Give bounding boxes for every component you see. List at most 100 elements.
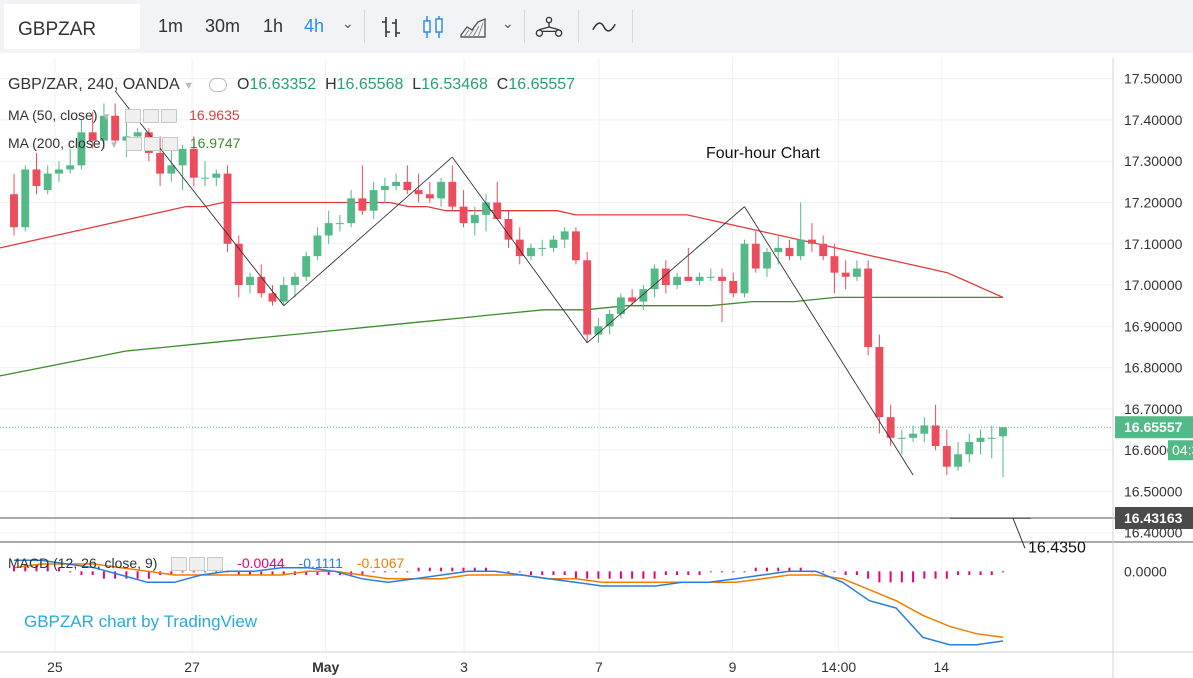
candle-body (639, 289, 648, 302)
candle-body (920, 425, 929, 434)
candle-body (459, 206, 468, 224)
macd-close-icon[interactable] (207, 557, 224, 572)
candle-body (515, 239, 524, 257)
candle (706, 268, 715, 281)
candle (246, 272, 254, 294)
candle (830, 243, 839, 294)
candle-body (965, 441, 974, 455)
candle (718, 268, 726, 323)
candle (223, 165, 232, 253)
ma200-eye-icon[interactable] (125, 137, 142, 152)
candle-body (628, 297, 637, 302)
indicators-icon[interactable] (535, 13, 563, 41)
candle (347, 190, 356, 228)
attribution-text[interactable]: GBPZAR chart by TradingView (24, 612, 258, 631)
macd-eye-icon[interactable] (171, 557, 188, 572)
candle-body (785, 247, 794, 257)
candle-body (257, 276, 266, 294)
candle (954, 441, 962, 471)
candle-body (279, 285, 288, 302)
candle (77, 119, 86, 170)
candle-body (695, 276, 704, 281)
candle-body (706, 276, 715, 278)
candle-body (897, 437, 906, 439)
compare-icon[interactable] (590, 13, 618, 41)
candle-body (909, 433, 918, 438)
candle (392, 173, 401, 191)
candle-body (335, 223, 344, 225)
candle (335, 214, 344, 232)
candle-body (425, 194, 434, 199)
candle (560, 227, 569, 248)
candle (482, 194, 490, 232)
candle (470, 206, 479, 236)
candle (257, 264, 266, 298)
candle-body (448, 181, 457, 207)
macd-legend[interactable]: MACD (12, 26, close, 9) -0.0044 -0.1111 … (8, 555, 404, 572)
trend-annotation-line (114, 90, 285, 306)
candle (605, 309, 614, 335)
legend-dropdown-chevron-icon[interactable]: ▼ (183, 80, 195, 92)
candle-body (808, 239, 816, 244)
ma50-eye-icon[interactable] (125, 109, 142, 124)
candlestick-icon[interactable] (419, 13, 447, 41)
macd-line (14, 559, 1004, 646)
candle (291, 272, 299, 298)
chart-type-chevron-icon[interactable]: ⌄ (502, 15, 514, 31)
candle-body (774, 247, 783, 253)
interval-1m-button[interactable]: 1m (158, 16, 184, 36)
eye-icon[interactable] (208, 77, 227, 92)
candle-body (796, 239, 805, 257)
candle-body (392, 181, 401, 186)
area-chart-icon[interactable] (459, 13, 487, 41)
candle (414, 173, 423, 203)
interval-dropdown-chevron-icon[interactable]: ⌄ (342, 15, 354, 31)
candle (380, 177, 389, 203)
candle-body (246, 276, 254, 286)
candle-body (673, 276, 682, 286)
ma50-line (0, 201, 1004, 298)
candle (43, 165, 52, 195)
candle (99, 103, 108, 149)
candle (729, 272, 738, 298)
macd-label: MACD (12, 26, close, 9) (8, 555, 158, 571)
macd-settings-icon[interactable] (189, 557, 206, 572)
price-chart[interactable]: 16.4350 Four-hour Chart 17.50000 17.40000 1… (0, 58, 1193, 678)
ma50-close-icon[interactable] (161, 109, 178, 124)
candle-body (178, 148, 187, 166)
ma200-close-icon[interactable] (161, 137, 178, 152)
toolbar-divider (364, 10, 365, 43)
bar-chart-icon[interactable] (378, 13, 406, 41)
ma50-chevron-icon[interactable]: ▼ (101, 112, 112, 123)
candle (448, 165, 457, 211)
chart-area[interactable]: 16.4350 Four-hour Chart 17.50000 17.40000 1… (0, 58, 1193, 678)
price-tick-label: 17.30000 (1124, 153, 1183, 169)
ma200-chevron-icon[interactable]: ▼ (109, 140, 120, 151)
candle (965, 433, 974, 463)
candle (897, 429, 906, 455)
candle-body (482, 202, 490, 215)
price-tick-label: 17.40000 (1124, 112, 1183, 128)
candle (740, 239, 749, 298)
candle (661, 260, 670, 294)
candle-body (616, 297, 625, 314)
candle (695, 272, 704, 286)
interval-1h-button[interactable]: 1h (263, 16, 284, 36)
support-callout-line (1012, 518, 1026, 549)
candle (32, 152, 41, 195)
low-value: 16.53468 (421, 76, 488, 93)
ma200-settings-icon[interactable] (143, 137, 160, 152)
symbol-search-box[interactable]: GBPZAR (4, 4, 140, 49)
ma200-legend[interactable]: MA (200, close) ▼ 16.9747 (8, 135, 240, 152)
ma50-settings-icon[interactable] (143, 109, 160, 124)
candle-body (538, 247, 547, 249)
candle (616, 293, 625, 319)
interval-30m-button[interactable]: 30m (205, 16, 241, 36)
candle (763, 247, 771, 277)
candle (909, 425, 918, 442)
candle-body (999, 427, 1007, 437)
ma50-legend[interactable]: MA (50, close) ▼ 16.9635 (8, 107, 240, 124)
candle (324, 210, 333, 244)
candle-body (594, 326, 603, 335)
interval-4h-button[interactable]: 4h (304, 16, 325, 36)
